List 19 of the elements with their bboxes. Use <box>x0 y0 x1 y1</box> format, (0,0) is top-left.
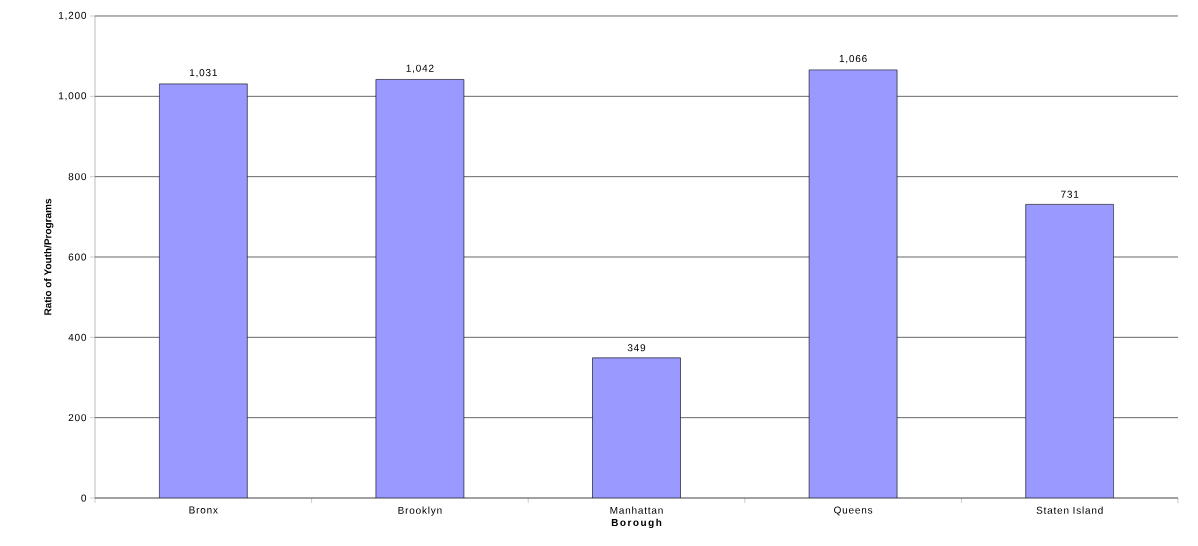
data-label: 1,066 <box>839 55 867 64</box>
y-tick-label: 400 <box>68 333 87 341</box>
y-tick-label: 0 <box>81 494 87 502</box>
x-tick-label: Brooklyn <box>398 506 442 516</box>
y-tick-label: 800 <box>68 173 87 181</box>
y-tick-label: 200 <box>68 414 87 422</box>
y-tick-label: 1,000 <box>59 92 87 101</box>
data-label: 1,042 <box>406 64 434 73</box>
x-tick-label: Bronx <box>189 506 218 514</box>
y-tick-label: 600 <box>68 253 87 261</box>
x-tick-label: Staten Island <box>1036 506 1103 514</box>
data-label: 731 <box>1061 190 1079 198</box>
y-tick-label: 1,200 <box>59 11 87 21</box>
data-label: 349 <box>627 344 646 352</box>
y-axis-title: Ratio of Youth/Programs <box>44 198 54 315</box>
x-axis-title: Borough <box>611 518 662 529</box>
x-tick-label: Queens <box>834 506 873 516</box>
x-tick-label: Manhattan <box>610 506 663 514</box>
data-label: 1,031 <box>189 69 217 78</box>
